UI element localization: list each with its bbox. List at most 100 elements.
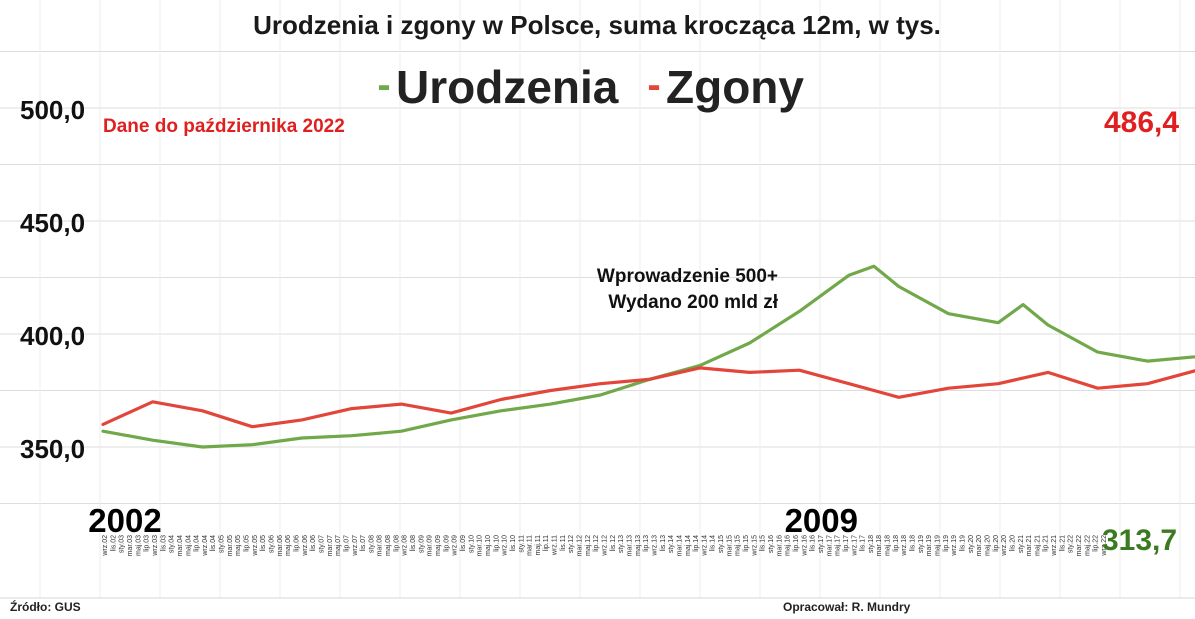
x-tick-label: mar.15 — [726, 535, 733, 557]
x-tick-label: wrz.09 — [452, 535, 459, 557]
x-tick-label: maj.18 — [885, 535, 892, 556]
x-tick-label: lis.13 — [660, 535, 667, 551]
x-tick-label: maj.21 — [1034, 535, 1041, 556]
chart-title: Urodzenia i zgony w Polsce, suma krocząc… — [253, 10, 941, 40]
x-tick-label: wrz.18 — [901, 535, 908, 557]
x-tick-label: lip.16 — [793, 535, 800, 552]
x-tick-label: mar.20 — [976, 535, 983, 557]
x-tick-label: wrz.14 — [701, 535, 708, 557]
x-tick-label: sty.05 — [219, 535, 226, 553]
x-tick-label: mar.11 — [527, 535, 534, 556]
x-tick-label: mar.04 — [177, 535, 184, 557]
x-tick-label: lis.10 — [510, 535, 517, 551]
x-tick-label: mar.06 — [277, 535, 284, 557]
x-tick-label: sty.16 — [768, 535, 775, 553]
x-tick-label: lis.08 — [410, 535, 417, 551]
x-tick-label: sty.03 — [119, 535, 126, 553]
x-tick-label: lis.04 — [210, 535, 217, 551]
x-tick-label: sty.06 — [269, 535, 276, 553]
x-tick-label: mar.10 — [477, 535, 484, 557]
births-last-value: 313,7 — [1102, 524, 1177, 557]
x-tick-label: wrz.03 — [152, 535, 159, 557]
x-tick-label: lis.09 — [460, 535, 467, 551]
x-axis-tick-labels: wrz.02 lis.02 sty.03 mar.03 maj.03 lip.03 wrz.… — [102, 535, 1108, 557]
x-tick-label: lip.20 — [993, 535, 1000, 552]
x-tick-label: maj.05 — [235, 535, 242, 556]
x-tick-label: mar.12 — [577, 535, 584, 557]
x-tick-label: sty.11 — [518, 535, 525, 553]
legend-deaths-label: Zgony — [666, 61, 804, 113]
x-tick-label: lip.18 — [893, 535, 900, 552]
x-tick-label: maj.11 — [535, 535, 542, 556]
x-tick-label: mar.16 — [776, 535, 783, 557]
legend-births-dash: - — [377, 63, 390, 107]
x-tick-label: maj.17 — [835, 535, 842, 556]
x-tick-label: lip.10 — [493, 535, 500, 552]
x-tick-label: wrz.04 — [202, 535, 209, 557]
x-tick-label: sty.15 — [718, 535, 725, 553]
y-tick-label: 450,0 — [20, 208, 85, 238]
x-tick-label: lip.21 — [1043, 535, 1050, 552]
x-tick-label: sty.18 — [868, 535, 875, 553]
x-tick-label: mar.18 — [876, 535, 883, 557]
x-tick-label: maj.22 — [1084, 535, 1091, 556]
x-tick-label: maj.13 — [635, 535, 642, 556]
x-tick-label: lis.06 — [310, 535, 317, 551]
x-tick-label: lip.05 — [244, 535, 251, 552]
legend: - Urodzenia - Zgony — [377, 61, 804, 113]
x-tick-label: mar.07 — [327, 535, 334, 557]
chart-subtitle: Dane do października 2022 — [103, 116, 345, 137]
x-tick-label: wrz.17 — [851, 535, 858, 557]
x-tick-label: mar.08 — [377, 535, 384, 557]
x-tick-label: lip.04 — [194, 535, 201, 552]
x-tick-label: maj.08 — [385, 535, 392, 556]
x-tick-label: wrz.11 — [552, 535, 559, 556]
y-tick-label: 400,0 — [20, 321, 85, 351]
x-tick-label: lip.13 — [643, 535, 650, 552]
x-tick-label: maj.06 — [285, 535, 292, 556]
x-tick-label: sty.10 — [468, 535, 475, 553]
x-tick-label: mar.03 — [127, 535, 134, 557]
x-tick-label: wrz.02 — [102, 535, 109, 557]
x-tick-label: lis.15 — [760, 535, 767, 551]
x-tick-label: wrz.10 — [502, 535, 509, 557]
source-label: Źródło: GUS — [10, 599, 81, 614]
x-tick-label: lip.03 — [144, 535, 151, 552]
x-tick-label: lip.17 — [843, 535, 850, 552]
x-tick-label: lis.18 — [910, 535, 917, 551]
x-tick-label: mar.17 — [826, 535, 833, 557]
x-tick-label: lis.16 — [810, 535, 817, 551]
annotation-line-1: Wprowadzenie 500+ — [597, 266, 778, 287]
x-tick-label: wrz.20 — [1001, 535, 1008, 557]
x-tick-label: lip.07 — [343, 535, 350, 552]
x-tick-label: lis.03 — [160, 535, 167, 551]
x-tick-label: maj.15 — [735, 535, 742, 556]
x-tick-label: mar.22 — [1076, 535, 1083, 557]
x-tick-label: sty.04 — [169, 535, 176, 553]
x-tick-label: wrz.12 — [602, 535, 609, 557]
vertical-gridlines — [39, 0, 1181, 598]
x-tick-label: lip.15 — [743, 535, 750, 552]
x-tick-label: lis.05 — [260, 535, 267, 551]
gridlines — [0, 51, 1195, 504]
x-tick-label: wrz.15 — [751, 535, 758, 557]
x-tick-label: sty.12 — [568, 535, 575, 553]
x-tick-label: lis.21 — [1059, 535, 1066, 551]
x-tick-label: lip.09 — [443, 535, 450, 552]
deaths-series-line — [101, 366, 1195, 429]
x-tick-label: lis.17 — [860, 535, 867, 551]
x-tick-label: sty.21 — [1018, 535, 1025, 553]
x-tick-label: wrz.08 — [402, 535, 409, 557]
x-tick-label: mar.19 — [926, 535, 933, 557]
year-labels: 200220092016 — [88, 502, 858, 539]
x-tick-label: lip.11 — [543, 535, 550, 551]
x-tick-label: maj.10 — [485, 535, 492, 556]
x-tick-label: wrz.19 — [951, 535, 958, 557]
x-tick-label: maj.03 — [135, 535, 142, 556]
x-tick-label: sty.09 — [418, 535, 425, 553]
series-lines — [101, 264, 1195, 449]
x-tick-label: lis.14 — [710, 535, 717, 551]
x-tick-label: mar.09 — [427, 535, 434, 557]
x-tick-label: wrz.13 — [651, 535, 658, 557]
